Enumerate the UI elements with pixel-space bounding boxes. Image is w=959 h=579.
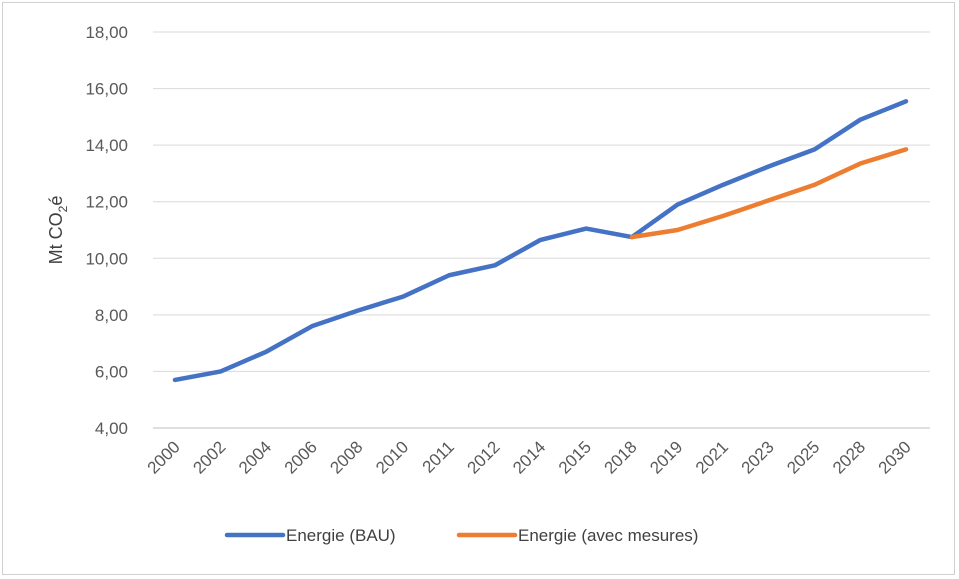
y-tick-label: 16,00 [85,80,128,99]
x-tick-label: 2006 [281,437,321,477]
series-lines [172,99,909,383]
y-tick-label: 4,00 [95,419,128,438]
x-tick-labels: 2000 2002 2004 2006 2008 2010 2011 2012 2014 2015… [144,437,915,477]
x-tick-label: 2012 [463,437,503,477]
x-tick-label: 2023 [738,437,778,477]
y-tick-label: 10,00 [85,249,128,268]
x-tick-label: 2014 [509,437,549,477]
y-tick-labels: 4,00 6,00 8,00 10,00 12,00 14,00 16,00 18,00 [85,23,128,438]
x-tick-label: 2004 [235,437,275,477]
x-tick-label: 2000 [144,437,184,477]
x-tick-label: 2011 [419,437,458,476]
legend: Energie (BAU) Energie (avec mesures) [224,526,698,545]
series-line-avec-mesures [629,147,909,240]
x-tick-label: 2010 [372,437,412,477]
x-tick-label: 2015 [555,437,595,477]
x-tick-label: 2028 [829,437,869,477]
x-tick-label: 2030 [875,437,915,477]
y-axis-title: Mt CO2é [46,196,70,265]
gridlines [153,31,930,429]
x-tick-label: 2025 [783,437,823,477]
x-tick-label: 2021 [692,437,732,477]
y-tick-label: 12,00 [85,193,128,212]
legend-label: Energie (BAU) [286,526,396,545]
x-tick-label: 2002 [189,437,229,477]
x-tick-label: 2019 [646,437,686,477]
y-tick-label: 6,00 [95,362,128,381]
y-tick-label: 18,00 [85,23,128,42]
series-line-bau [172,99,909,383]
x-tick-label: 2018 [601,437,641,477]
y-tick-label: 8,00 [95,306,128,325]
x-tick-label: 2008 [326,437,366,477]
y-tick-label: 14,00 [85,136,128,155]
legend-label: Energie (avec mesures) [518,526,698,545]
